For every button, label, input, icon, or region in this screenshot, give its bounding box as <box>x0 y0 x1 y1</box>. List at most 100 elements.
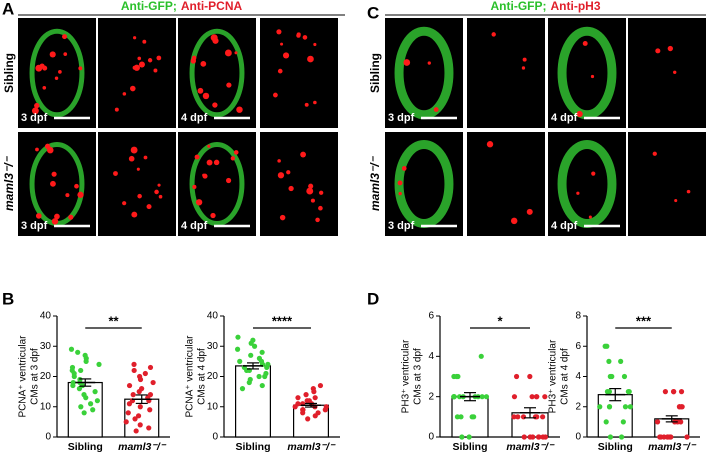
data-point <box>478 353 484 359</box>
micrograph <box>467 132 545 236</box>
nucleus <box>686 189 691 194</box>
nucleus <box>590 74 595 79</box>
nucleus <box>526 208 533 215</box>
data-point <box>68 346 75 352</box>
data-point <box>603 419 609 425</box>
nucleus <box>226 82 232 88</box>
nucleus <box>674 199 678 203</box>
nucleus <box>207 144 211 148</box>
nucleus <box>398 191 402 196</box>
x-tick-label: maml3⁻/⁻ <box>287 441 336 452</box>
nucleus <box>122 201 127 206</box>
nucleus <box>276 29 282 35</box>
nucleus <box>44 143 51 150</box>
data-point <box>678 419 684 425</box>
nucleus <box>667 45 674 52</box>
stage-label: 3 dpf <box>388 220 415 232</box>
nucleus <box>128 155 135 162</box>
data-point <box>81 410 87 416</box>
y-tick-label: 10 <box>40 401 52 412</box>
nucleus <box>42 85 47 90</box>
nucleus <box>31 107 39 115</box>
data-point <box>248 340 254 346</box>
header-part: Anti-PCNA <box>181 0 243 13</box>
panel-letter: D <box>367 289 379 308</box>
nucleus <box>114 107 119 112</box>
x-tick-label: maml3⁻/⁻ <box>506 441 555 452</box>
nucleus <box>137 193 142 199</box>
data-point <box>597 404 603 410</box>
nucleus <box>491 32 496 37</box>
data-point <box>90 407 96 413</box>
data-point <box>76 386 83 392</box>
y-tick-label: 0 <box>212 432 218 443</box>
x-tick-label: Sibling <box>68 441 103 452</box>
data-point <box>262 373 268 380</box>
nucleus <box>213 159 220 166</box>
row-label: maml3⁻/⁻ <box>2 155 16 211</box>
nucleus <box>34 102 40 109</box>
nucleus <box>154 189 159 195</box>
stage-label: 4 dpf <box>181 112 208 124</box>
y-axis-label: CMs at 4 dpf <box>560 348 571 405</box>
stage-label: 3 dpf <box>21 220 48 232</box>
data-point <box>662 389 668 395</box>
nucleus <box>310 198 315 203</box>
data-point <box>684 434 690 440</box>
data-point <box>534 414 540 420</box>
nucleus <box>296 33 301 38</box>
data-point <box>137 404 143 410</box>
nucleus <box>302 35 308 40</box>
y-tick-label: 10 <box>207 401 219 412</box>
y-tick-label: 20 <box>207 371 219 382</box>
nucleus <box>212 37 219 44</box>
header-part: Anti-GFP; <box>491 0 547 13</box>
data-point <box>295 395 301 401</box>
data-point <box>147 407 153 413</box>
data-point <box>627 404 633 410</box>
y-tick-label: 2 <box>428 391 434 402</box>
data-point <box>451 394 457 400</box>
nucleus <box>202 92 210 100</box>
data-point <box>661 434 667 440</box>
nucleus <box>192 184 197 190</box>
data-point <box>618 358 624 364</box>
heart-outline <box>394 26 454 120</box>
nucleus <box>156 55 162 61</box>
nucleus <box>522 57 527 62</box>
data-point <box>94 398 100 404</box>
nucleus <box>130 146 138 154</box>
data-point <box>92 389 98 395</box>
data-point <box>71 373 77 380</box>
nucleus <box>582 40 588 46</box>
nucleus <box>313 100 317 105</box>
panel-letter: C <box>367 3 379 22</box>
x-tick-label: maml3⁻/⁻ <box>648 441 697 452</box>
nucleus <box>63 52 68 56</box>
data-point <box>131 361 137 367</box>
micrograph <box>628 132 706 236</box>
y-tick-label: 6 <box>575 341 581 352</box>
nucleus <box>49 51 56 58</box>
data-point <box>70 382 76 389</box>
nucleus <box>307 55 314 63</box>
data-point <box>451 373 457 380</box>
nucleus <box>68 214 74 220</box>
y-axis-label: CMs at 3 dpf <box>30 348 41 405</box>
data-point <box>459 434 465 440</box>
nucleus <box>427 61 431 65</box>
nucleus <box>142 39 147 44</box>
data-point <box>479 394 485 400</box>
nucleus <box>318 205 323 211</box>
data-point <box>606 389 612 395</box>
nucleus <box>50 180 56 187</box>
nucleus <box>54 213 60 220</box>
nucleus <box>197 87 204 94</box>
nucleus <box>236 106 243 113</box>
y-axis-label: PCNA⁺ ventricular <box>185 335 196 418</box>
nucleus <box>132 65 137 70</box>
data-point <box>483 394 490 400</box>
nucleus <box>300 151 307 158</box>
nucleus <box>401 166 407 171</box>
